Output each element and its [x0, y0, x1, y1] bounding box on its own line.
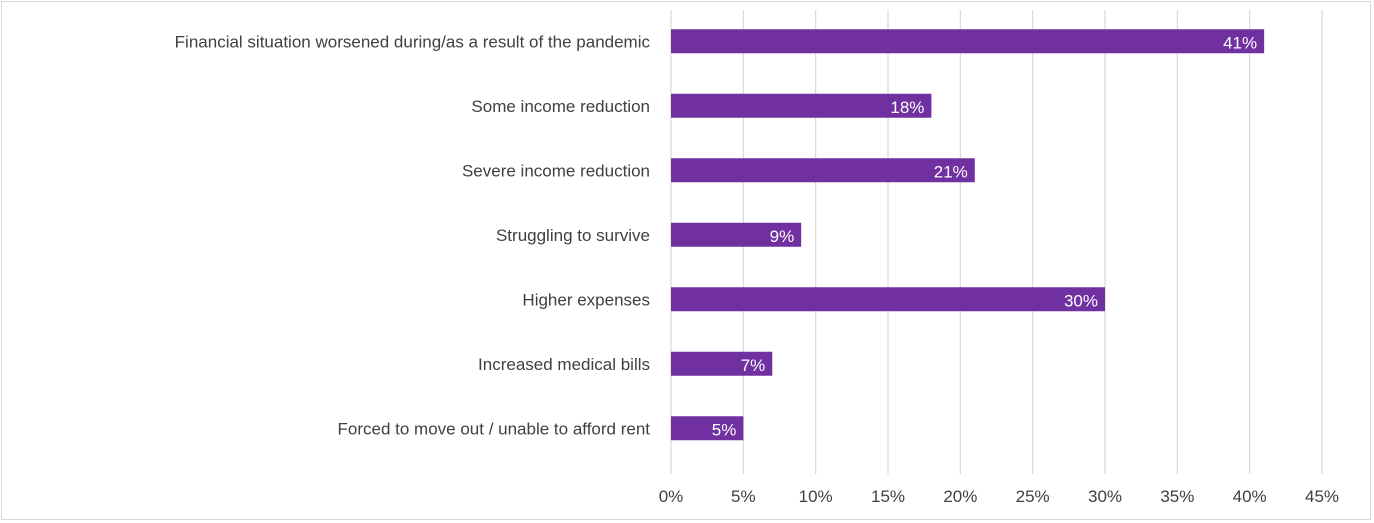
x-tick-label: 10% — [799, 487, 833, 506]
category-label: Struggling to survive — [496, 226, 650, 245]
x-tick-label: 30% — [1088, 487, 1122, 506]
category-label: Some income reduction — [471, 97, 650, 116]
x-tick-label: 40% — [1233, 487, 1267, 506]
data-label: 5% — [712, 420, 737, 439]
x-tick-label: 20% — [943, 487, 977, 506]
gridlines — [670, 10, 1323, 474]
category-label: Higher expenses — [522, 290, 650, 309]
bar — [671, 351, 773, 376]
bar — [671, 416, 744, 441]
data-label: 30% — [1064, 291, 1098, 310]
bar — [671, 29, 1265, 54]
category-labels: Financial situation worsened during/as a… — [175, 32, 651, 438]
category-label: Severe income reduction — [462, 161, 650, 180]
x-axis-tick-labels: 0% 5% 10% 15% 20% 25% 30% 35% 40% 45% — [659, 487, 1339, 506]
bars — [671, 29, 1265, 441]
x-tick-label: 15% — [871, 487, 905, 506]
data-label: 9% — [770, 227, 795, 246]
data-label: 41% — [1223, 33, 1257, 52]
category-label: Financial situation worsened during/as a… — [175, 32, 651, 51]
bar — [671, 222, 802, 247]
data-label: 18% — [890, 98, 924, 117]
x-tick-label: 0% — [659, 487, 684, 506]
x-tick-label: 25% — [1016, 487, 1050, 506]
x-tick-label: 35% — [1160, 487, 1194, 506]
bar — [671, 158, 975, 183]
category-label: Forced to move out / unable to afford re… — [338, 419, 651, 438]
bar — [671, 287, 1105, 312]
data-label: 21% — [934, 162, 968, 181]
x-tick-label: 45% — [1305, 487, 1339, 506]
category-label: Increased medical bills — [478, 355, 650, 374]
data-label: 7% — [741, 356, 766, 375]
bar — [671, 93, 932, 118]
data-labels: 41% 18% 21% 9% 30% 7% 5% — [712, 33, 1257, 439]
x-tick-label: 5% — [731, 487, 756, 506]
